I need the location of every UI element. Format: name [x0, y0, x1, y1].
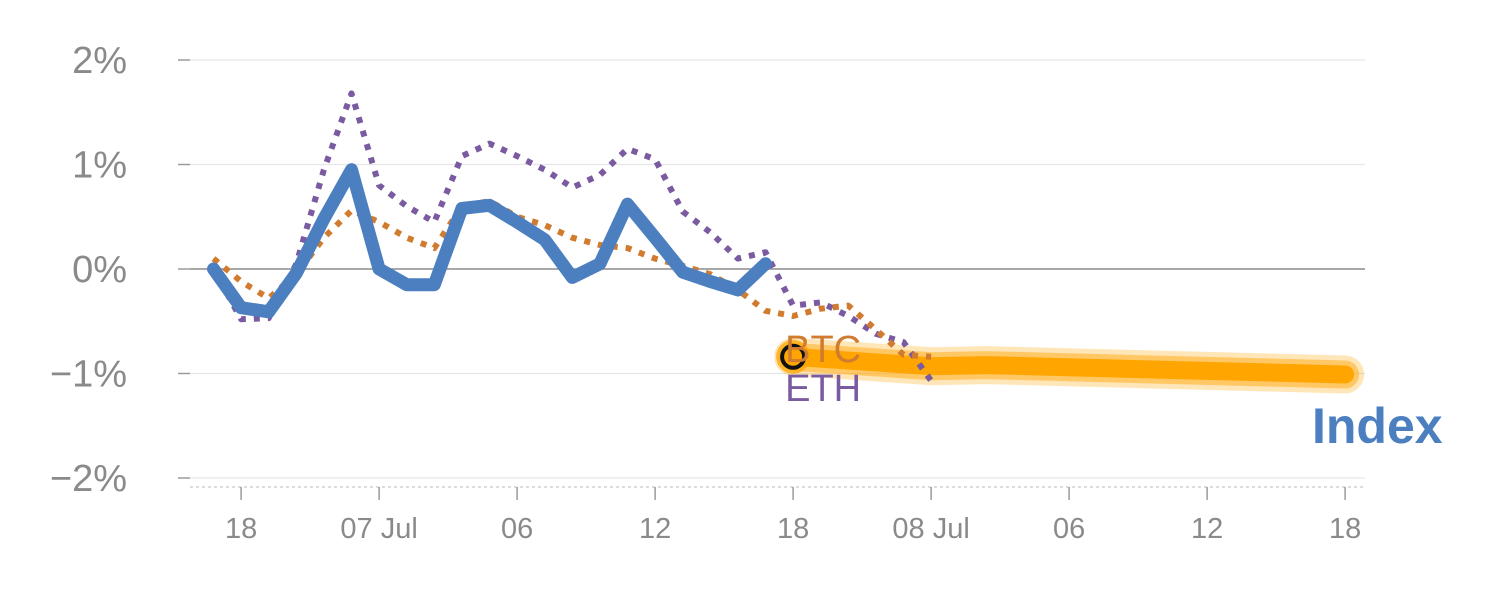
x-tick-label: 08 Jul — [892, 513, 969, 545]
btc-series-label: BTC — [785, 329, 861, 371]
y-tick-label: 2% — [72, 40, 127, 82]
x-tick-label: 18 — [777, 513, 809, 545]
x-axis: 18 07 Jul 06 12 18 08 Jul 06 12 18 — [190, 486, 1365, 545]
eth-line — [210, 90, 934, 383]
eth-series-label: ETH — [785, 368, 861, 410]
x-tick-label: 06 — [501, 513, 533, 545]
y-axis: 2% 1% 0% −1% −2% — [50, 40, 190, 500]
gridlines — [190, 59, 1365, 479]
series-labels: BTC ETH Index — [785, 329, 1443, 454]
index-line — [207, 163, 772, 319]
x-tick-label: 12 — [639, 513, 671, 545]
index-series-label: Index — [1312, 398, 1443, 454]
forecast-line — [784, 347, 1355, 384]
x-tick-label: 06 — [1053, 513, 1085, 545]
x-tick-label: 18 — [1329, 513, 1361, 545]
y-tick-label: 1% — [72, 145, 127, 187]
x-tick-label: 12 — [1191, 513, 1223, 545]
y-tick-label: −2% — [50, 458, 127, 500]
x-tick-label: 18 — [225, 513, 257, 545]
y-tick-label: −1% — [50, 354, 127, 396]
current-point-marker — [780, 343, 807, 370]
btc-line — [211, 198, 932, 360]
y-tick-label: 0% — [72, 249, 127, 291]
series-lines — [207, 90, 1365, 394]
x-tick-label: 07 Jul — [340, 513, 417, 545]
